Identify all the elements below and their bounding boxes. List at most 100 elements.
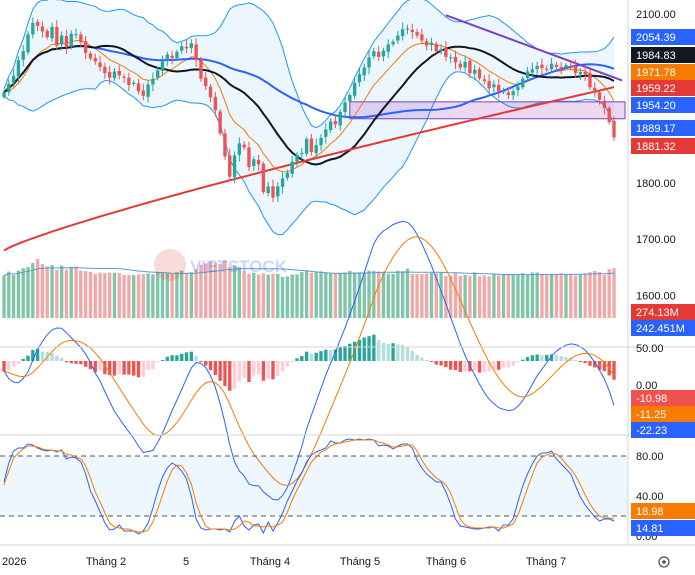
volume-bar [218, 263, 222, 318]
candle [290, 155, 294, 178]
volume-bar [516, 274, 520, 318]
bollinger-lower-line [3, 71, 615, 236]
volume-bar [285, 276, 290, 318]
macd-tag: -11.25 [631, 406, 695, 422]
price-tag-bg [631, 80, 695, 96]
candle [352, 78, 357, 100]
price-tag: 1984.83 [631, 47, 695, 63]
volume-bar [525, 274, 530, 318]
candle [170, 50, 174, 65]
candle-body [381, 50, 386, 57]
candle [612, 116, 616, 141]
candle [247, 141, 251, 172]
candle [545, 65, 549, 73]
macd-hist-bar [204, 361, 208, 366]
stoch-k-line [3, 438, 615, 535]
volume-bar [228, 266, 232, 318]
candle-body [295, 154, 299, 162]
macd-hist-bar [112, 361, 117, 376]
macd-hist-bar [439, 361, 443, 366]
candle [83, 36, 88, 60]
candle [16, 56, 21, 83]
volume-bar [410, 274, 414, 318]
macd-hist-bar [362, 337, 366, 361]
price-tag-text: 1959.22 [636, 83, 676, 95]
volume-bar [328, 273, 333, 318]
volume-bar [348, 270, 352, 318]
volume-bar [343, 272, 347, 318]
candles-layer [2, 17, 616, 203]
macd-hist-bar [122, 361, 126, 375]
candle [554, 61, 559, 73]
candle-body [309, 138, 314, 152]
time-tick-label: Tháng 6 [426, 556, 466, 568]
volume-bar [535, 272, 539, 318]
macd-hist-bar [593, 361, 597, 368]
candle [228, 148, 232, 182]
price-tag-text: 1971.78 [636, 67, 676, 79]
candle-body [69, 33, 73, 47]
candle [295, 151, 299, 167]
candle [50, 22, 54, 42]
volume-bar [569, 274, 573, 318]
candle-body [453, 56, 458, 63]
candle-body [535, 65, 539, 70]
price-tag-text: 1881.32 [636, 141, 676, 153]
candle [146, 80, 150, 103]
candle [266, 181, 270, 197]
macd-hist-bar [578, 361, 583, 362]
vietstock-watermark: VIETSTOCK [154, 249, 288, 281]
candle [35, 19, 40, 31]
candle-body [463, 61, 467, 68]
macd-hist-bar [314, 352, 318, 361]
candle-body [232, 155, 237, 178]
candle-body [424, 41, 429, 46]
candle-body [338, 112, 342, 126]
candle [184, 39, 189, 53]
candle-body [352, 82, 357, 96]
candle-body [252, 159, 256, 167]
macd-hist-bar [602, 361, 607, 372]
candle [569, 61, 573, 71]
candle [328, 118, 333, 133]
volume-bar [40, 264, 45, 318]
watermark-logo-icon [154, 249, 186, 281]
candle [343, 97, 347, 119]
volume-bar [237, 267, 242, 318]
candle-body [175, 51, 179, 58]
volume-bar [180, 270, 184, 318]
volume-bar [429, 272, 434, 318]
candle [300, 148, 304, 160]
candle-body [506, 92, 511, 96]
candle [141, 83, 145, 101]
candle-body [324, 129, 328, 137]
candle-body [569, 65, 573, 67]
watermark-text: VIETSTOCK [190, 257, 288, 276]
candle-body [521, 78, 525, 88]
volume-bar [386, 273, 390, 318]
volume-bar [564, 274, 568, 318]
candle [420, 28, 424, 45]
candle [74, 28, 78, 39]
resistance-trendline [445, 14, 623, 82]
volume-bar [276, 273, 280, 318]
candle-body [410, 29, 414, 33]
stoch-tag: 14.81 [631, 520, 695, 536]
volume-bar [69, 266, 73, 318]
candle [511, 88, 515, 101]
candle-body [184, 46, 189, 49]
macd-hist-bar [405, 347, 410, 361]
candle [127, 72, 131, 92]
macd-hist-bar [444, 361, 448, 368]
candle-body [213, 96, 218, 111]
candle-body [74, 34, 78, 36]
settings-gear-icon[interactable] [658, 556, 670, 568]
candle-body [285, 172, 290, 178]
stoch-tag-bg [631, 520, 695, 536]
candle-body [530, 69, 535, 73]
macd-hist-bar [348, 343, 352, 361]
macd-hist-bar [338, 346, 342, 361]
candle [492, 80, 496, 93]
volume-bar [391, 273, 395, 318]
macd-hist-bar [31, 349, 35, 361]
